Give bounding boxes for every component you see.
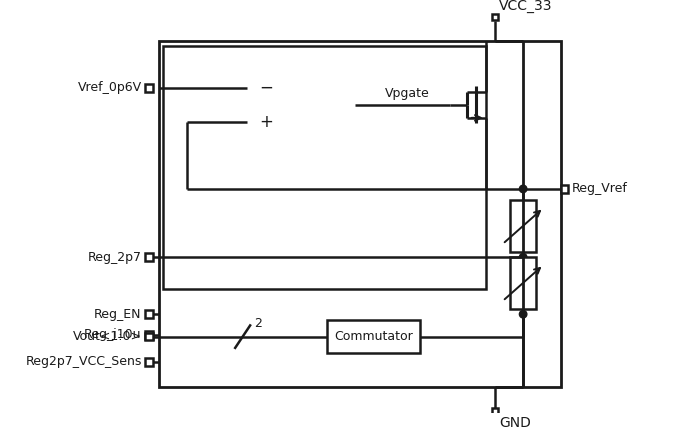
Text: GND: GND: [499, 416, 531, 428]
Text: Commutator: Commutator: [334, 330, 413, 343]
Text: −: −: [259, 79, 273, 97]
Bar: [163, 46, 486, 289]
Text: Reg_EN: Reg_EN: [94, 308, 141, 321]
Bar: [510, 200, 536, 252]
Text: Vref_0p6V: Vref_0p6V: [78, 81, 141, 95]
Text: 2: 2: [254, 317, 262, 330]
Text: Reg_i10u: Reg_i10u: [84, 328, 141, 341]
Bar: [146, 333, 153, 340]
Bar: [158, 41, 561, 387]
Bar: [146, 358, 153, 366]
Bar: [327, 320, 420, 354]
Bar: [492, 14, 498, 20]
Bar: [561, 185, 568, 193]
Text: VCC_33: VCC_33: [499, 0, 552, 13]
Bar: [510, 257, 536, 309]
Circle shape: [519, 253, 527, 261]
Text: +: +: [259, 113, 273, 131]
Text: Reg_Vref: Reg_Vref: [572, 182, 628, 196]
Text: Vout<1:0>: Vout<1:0>: [73, 330, 141, 343]
Text: Reg_2p7: Reg_2p7: [88, 251, 141, 264]
Bar: [146, 310, 153, 318]
Bar: [146, 84, 153, 92]
Circle shape: [519, 310, 527, 318]
Bar: [146, 253, 153, 261]
Text: Vpgate: Vpgate: [385, 87, 430, 100]
Bar: [146, 331, 153, 339]
Bar: [492, 408, 498, 415]
Text: Reg2p7_VCC_Sens: Reg2p7_VCC_Sens: [25, 355, 141, 369]
Circle shape: [519, 185, 527, 193]
